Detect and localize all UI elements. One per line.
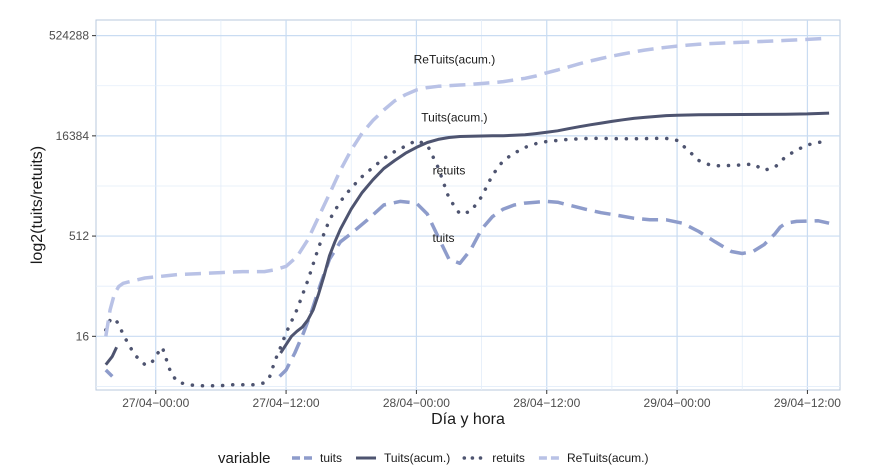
- legend-title: variable: [218, 450, 271, 467]
- series-line: [278, 199, 830, 378]
- series-tuits-acum-: [104, 111, 830, 366]
- series-line: [279, 111, 830, 354]
- legend: variable tuits Tuits(acum.) retuits ReTuits…: [218, 450, 649, 467]
- series-retuits-acum-: [104, 36, 830, 337]
- series-layer: [104, 36, 831, 388]
- y-tick-label: 524288: [49, 29, 89, 43]
- x-tick-label: 29/04−00:00: [644, 396, 711, 410]
- series-line: [104, 368, 114, 378]
- legend-label: tuits: [320, 451, 342, 465]
- y-tick-label: 16: [76, 329, 90, 343]
- x-tick-label: 27/04−12:00: [253, 396, 320, 410]
- plot-background: [95, 19, 841, 391]
- y-tick-label: 16384: [56, 129, 90, 143]
- annotations: ReTuits(acum.) Tuits(acum.) retuits tuits: [414, 52, 496, 244]
- x-tick-label: 29/04−12:00: [774, 396, 841, 410]
- series-tuits: [104, 199, 830, 378]
- annotation-label: tuits: [433, 231, 455, 245]
- annotation-label: retuits: [433, 164, 466, 178]
- legend-label: Tuits(acum.): [384, 451, 450, 465]
- x-tick-label: 27/04−00:00: [122, 396, 189, 410]
- x-tick-label: 28/04−00:00: [383, 396, 450, 410]
- annotation-label: ReTuits(acum.): [414, 52, 496, 66]
- legend-label: retuits: [492, 451, 525, 465]
- x-axis-title: Día y hora: [431, 411, 505, 428]
- series-line: [104, 36, 830, 337]
- x-tick-label: 28/04−12:00: [513, 396, 580, 410]
- y-axis-title: log2(tuits/retuits): [29, 146, 46, 264]
- series-line: [104, 346, 118, 366]
- annotation-label: Tuits(acum.): [421, 110, 487, 124]
- y-tick-label: 512: [69, 229, 89, 243]
- y-axis-ticks: 16 512 16384 524288: [49, 29, 96, 343]
- legend-label: ReTuits(acum.): [567, 451, 649, 465]
- x-axis-ticks: 27/04−00:00 27/04−12:00 28/04−00:00 28/04−1…: [122, 390, 841, 410]
